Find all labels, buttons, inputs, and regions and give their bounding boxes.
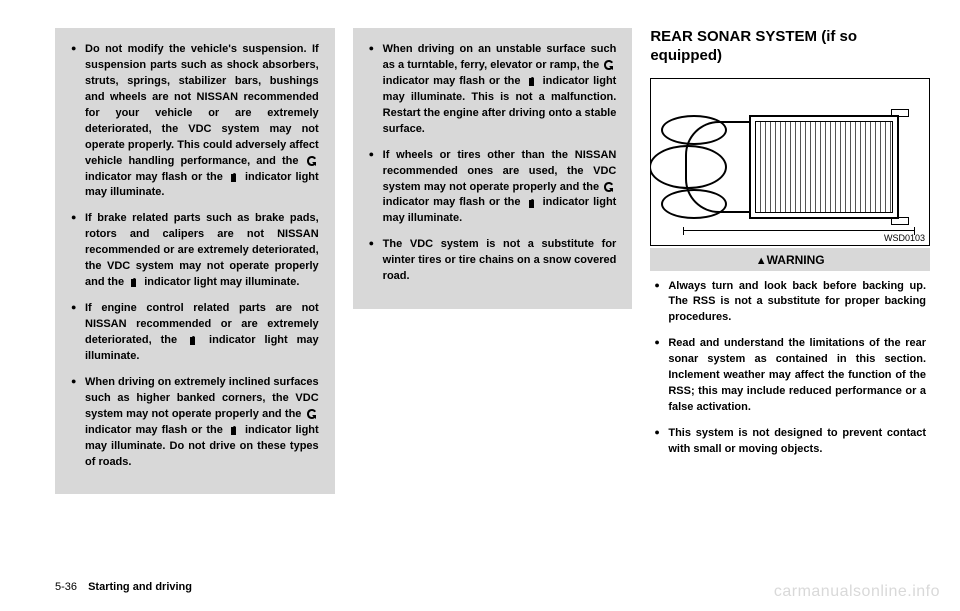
watermark: carmanualsonline.info	[774, 583, 940, 601]
list-item: If brake related parts such as brake pad…	[71, 211, 319, 291]
warning-label: WARNING	[767, 253, 825, 267]
list-item: Always turn and look back before backing…	[654, 279, 926, 327]
info-box-middle: When driving on an unstable surface such…	[353, 28, 633, 309]
list-item: Do not modify the vehicle's suspension. …	[71, 42, 319, 201]
list-item: If wheels or tires other than the NISSAN…	[369, 148, 617, 228]
list-item: When driving on an unstable surface such…	[369, 42, 617, 138]
column-right: REAR SONAR SYSTEM (if so equipped) WSD01…	[650, 28, 930, 494]
page-footer: 5-36 Starting and driving	[55, 581, 192, 593]
page-number: 5-36	[55, 581, 77, 593]
list-item: If engine control related parts are not …	[71, 301, 319, 365]
section-heading: REAR SONAR SYSTEM (if so equipped)	[650, 28, 930, 66]
bullet-list-left: Do not modify the vehicle's suspension. …	[71, 42, 319, 470]
list-item: This system is not designed to prevent c…	[654, 426, 926, 458]
diagram-code: WSD0103	[884, 233, 925, 243]
warning-icon: ▲	[756, 255, 767, 267]
list-item: The VDC system is not a substitute for w…	[369, 237, 617, 285]
list-item: Read and understand the limitations of t…	[654, 336, 926, 416]
column-middle: When driving on an unstable surface such…	[353, 28, 633, 494]
warning-body: Always turn and look back before backing…	[650, 271, 930, 458]
section-name: Starting and driving	[88, 581, 192, 593]
vehicle-diagram: WSD0103	[650, 78, 930, 246]
info-box-left: Do not modify the vehicle's suspension. …	[55, 28, 335, 494]
list-item: When driving on extremely inclined surfa…	[71, 375, 319, 471]
column-left: Do not modify the vehicle's suspension. …	[55, 28, 335, 494]
warning-header: ▲WARNING	[650, 248, 930, 271]
warning-list: Always turn and look back before backing…	[654, 279, 926, 458]
bullet-list-middle: When driving on an unstable surface such…	[369, 42, 617, 285]
